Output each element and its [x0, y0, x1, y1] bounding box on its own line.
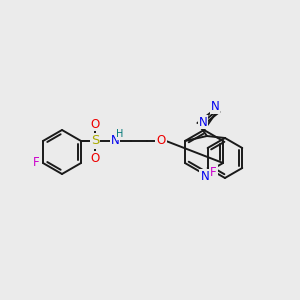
Text: F: F [210, 166, 217, 178]
Text: H: H [116, 129, 124, 139]
Text: N: N [211, 100, 219, 113]
Text: O: O [90, 118, 100, 130]
Text: N: N [200, 169, 208, 182]
Text: N: N [201, 170, 209, 184]
Text: N: N [199, 116, 207, 128]
Text: S: S [91, 134, 99, 148]
Text: O: O [156, 134, 166, 148]
Text: N: N [111, 134, 119, 148]
Text: O: O [90, 152, 100, 164]
Text: F: F [33, 157, 39, 169]
